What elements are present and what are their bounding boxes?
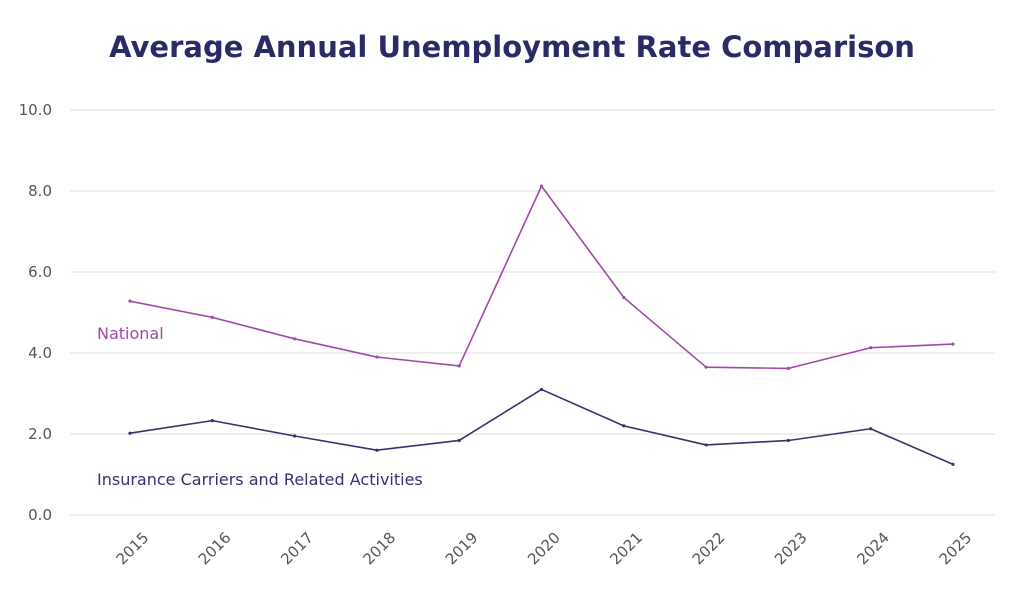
data-point (210, 419, 214, 423)
y-tick-label: 6.0 (28, 263, 52, 281)
data-point (869, 346, 873, 350)
data-point (704, 443, 708, 447)
data-point (622, 424, 626, 428)
grid-lines (70, 109, 995, 516)
data-point (293, 434, 297, 438)
data-point (375, 448, 379, 452)
data-point (128, 299, 132, 303)
y-tick-label: 0.0 (28, 506, 52, 524)
data-point (539, 387, 544, 392)
y-tick-label: 4.0 (28, 344, 52, 362)
series-line-1 (129, 388, 954, 466)
x-tick-label: 2017 (277, 529, 317, 569)
data-point (457, 438, 461, 443)
data-point (704, 365, 708, 369)
x-tick-label: 2019 (442, 529, 482, 569)
data-point (786, 438, 791, 443)
series-line-0 (129, 185, 954, 370)
series-label-1: Insurance Carriers and Related Activitie… (97, 470, 423, 489)
data-point (128, 431, 132, 435)
data-point (622, 295, 626, 300)
data-point (539, 184, 544, 188)
data-point (951, 462, 955, 466)
x-tick-label: 2016 (195, 529, 235, 569)
data-point (457, 364, 461, 368)
data-point (951, 342, 955, 346)
series-labels: National Insurance Carriers and Related A… (97, 324, 423, 489)
data-point (375, 355, 379, 359)
series-label-0: National (97, 324, 164, 343)
y-tick-label: 2.0 (28, 425, 52, 443)
x-tick-label: 2025 (936, 529, 976, 569)
data-point (210, 315, 214, 319)
x-tick-label: 2015 (113, 529, 153, 569)
data-point (869, 427, 873, 431)
y-tick-label: 8.0 (28, 182, 52, 200)
x-tick-label: 2023 (771, 529, 811, 569)
series-lines (128, 184, 955, 466)
x-tick-label: 2022 (689, 529, 729, 569)
y-tick-label: 10.0 (19, 101, 52, 119)
x-tick-label: 2024 (853, 529, 893, 569)
x-tick-label: 2018 (359, 529, 399, 569)
x-axis-ticks: 2015 2016 2017 2018 2019 2020 2021 2022 2023 2024… (113, 529, 976, 569)
data-point (786, 366, 791, 370)
chart-title: Average Annual Unemployment Rate Compari… (109, 30, 915, 64)
x-tick-label: 2020 (524, 529, 564, 569)
x-tick-label: 2021 (606, 529, 646, 569)
y-axis-ticks: 0.0 2.0 4.0 6.0 8.0 10.0 (19, 101, 52, 524)
data-point (293, 337, 297, 341)
